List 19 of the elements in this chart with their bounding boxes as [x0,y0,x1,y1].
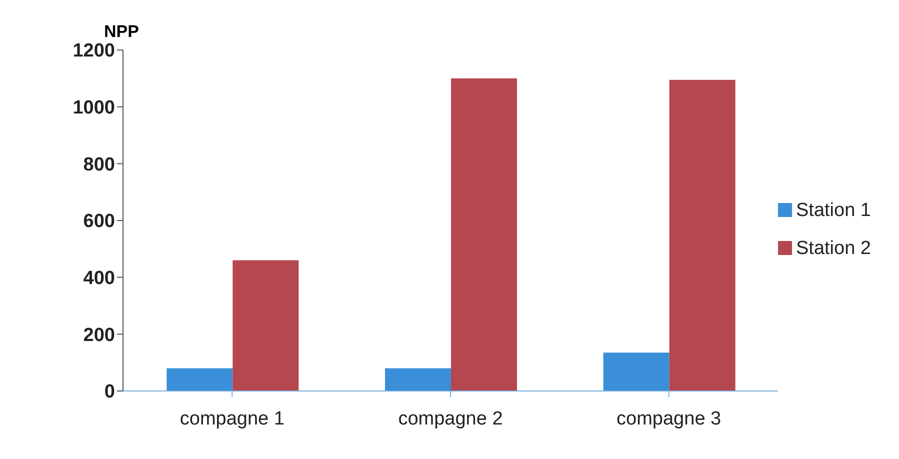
y-tick-label: 1200 [72,40,115,62]
y-tick-label: 400 [83,268,115,290]
bar [603,352,670,391]
y-tick-label: 200 [83,324,115,346]
y-tick-label: 1000 [72,98,115,119]
x-tick-label: compagne 3 [616,408,722,430]
legend-label: Station 1 [796,200,871,220]
y-tick-label: 0 [104,382,115,403]
x-tick-label: compagne 1 [180,408,284,430]
y-tick-label: 800 [83,154,115,176]
bar [451,78,517,391]
y-axis-title: NPP [104,22,139,42]
bar [232,260,299,391]
legend-label: Station 2 [796,238,871,258]
bar [166,368,233,391]
x-tick-label: compagne 2 [398,408,503,430]
bar [669,80,736,391]
y-tick-label: 600 [83,211,115,232]
bar [385,368,451,391]
